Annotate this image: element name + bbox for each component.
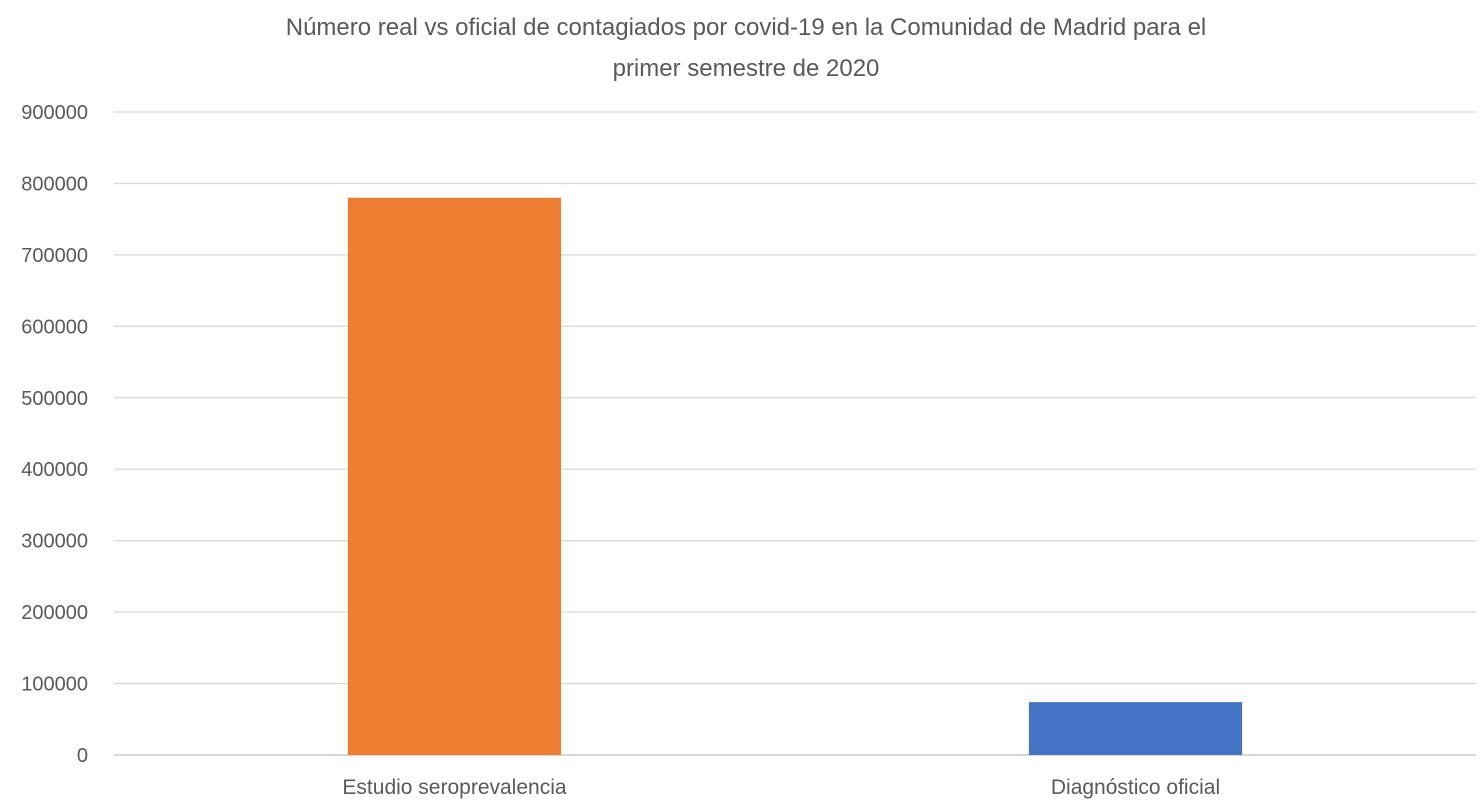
y-tick-label: 100000 [21,674,88,696]
bars [347,197,1243,755]
y-tick-label: 600000 [21,316,88,338]
chart-title-line-1: Número real vs oficial de contagiados po… [286,14,1207,41]
y-tick-label: 800000 [21,173,88,195]
chart-title-line-2: primer semestre de 2020 [613,55,880,82]
gridlines [114,111,1476,756]
y-tick-label: 200000 [21,602,88,624]
y-tick-label: 900000 [21,102,88,124]
x-category-label: Estudio seroprevalencia [342,776,566,799]
y-tick-label: 0 [77,745,88,767]
x-axis-category-labels: Estudio seroprevalencia Diagnóstico ofici… [342,776,1220,799]
y-axis-tick-labels: 0 100000 200000 300000 400000 500000 600000 700… [21,102,88,767]
y-tick-label: 300000 [21,531,88,553]
x-category-label: Diagnóstico oficial [1051,776,1220,799]
bar-diagnostico-oficial [1028,702,1243,755]
bar-estudio-seroprevalencia [347,197,562,755]
y-tick-label: 400000 [21,459,88,481]
chart-title: Número real vs oficial de contagiados po… [286,14,1207,82]
y-tick-label: 700000 [21,245,88,267]
y-tick-label: 500000 [21,388,88,410]
